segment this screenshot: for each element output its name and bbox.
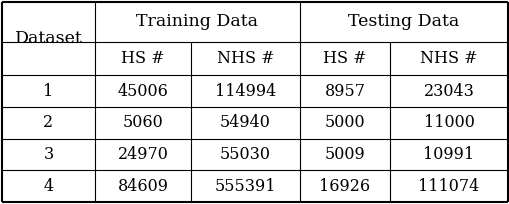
Text: Dataset: Dataset [15, 30, 82, 47]
Text: 111074: 111074 [417, 178, 478, 195]
Text: Testing Data: Testing Data [348, 13, 459, 30]
Text: 11000: 11000 [423, 114, 473, 131]
Text: 4: 4 [43, 178, 53, 195]
Text: 3: 3 [43, 146, 53, 163]
Text: 5009: 5009 [324, 146, 364, 163]
Text: 54940: 54940 [219, 114, 270, 131]
Text: 55030: 55030 [219, 146, 270, 163]
Text: NHS #: NHS # [216, 50, 274, 67]
Text: 24970: 24970 [118, 146, 168, 163]
Text: 8957: 8957 [324, 83, 365, 100]
Text: 45006: 45006 [118, 83, 168, 100]
Text: 114994: 114994 [214, 83, 275, 100]
Text: NHS #: NHS # [419, 50, 477, 67]
Text: 16926: 16926 [319, 178, 370, 195]
Text: 10991: 10991 [422, 146, 474, 163]
Text: 1: 1 [43, 83, 53, 100]
Text: 555391: 555391 [214, 178, 276, 195]
Text: 5060: 5060 [122, 114, 163, 131]
Text: 84609: 84609 [117, 178, 168, 195]
Text: HS #: HS # [323, 50, 366, 67]
Text: Training Data: Training Data [136, 13, 258, 30]
Text: 5000: 5000 [324, 114, 364, 131]
Text: 2: 2 [43, 114, 53, 131]
Text: HS #: HS # [121, 50, 164, 67]
Text: 23043: 23043 [423, 83, 473, 100]
